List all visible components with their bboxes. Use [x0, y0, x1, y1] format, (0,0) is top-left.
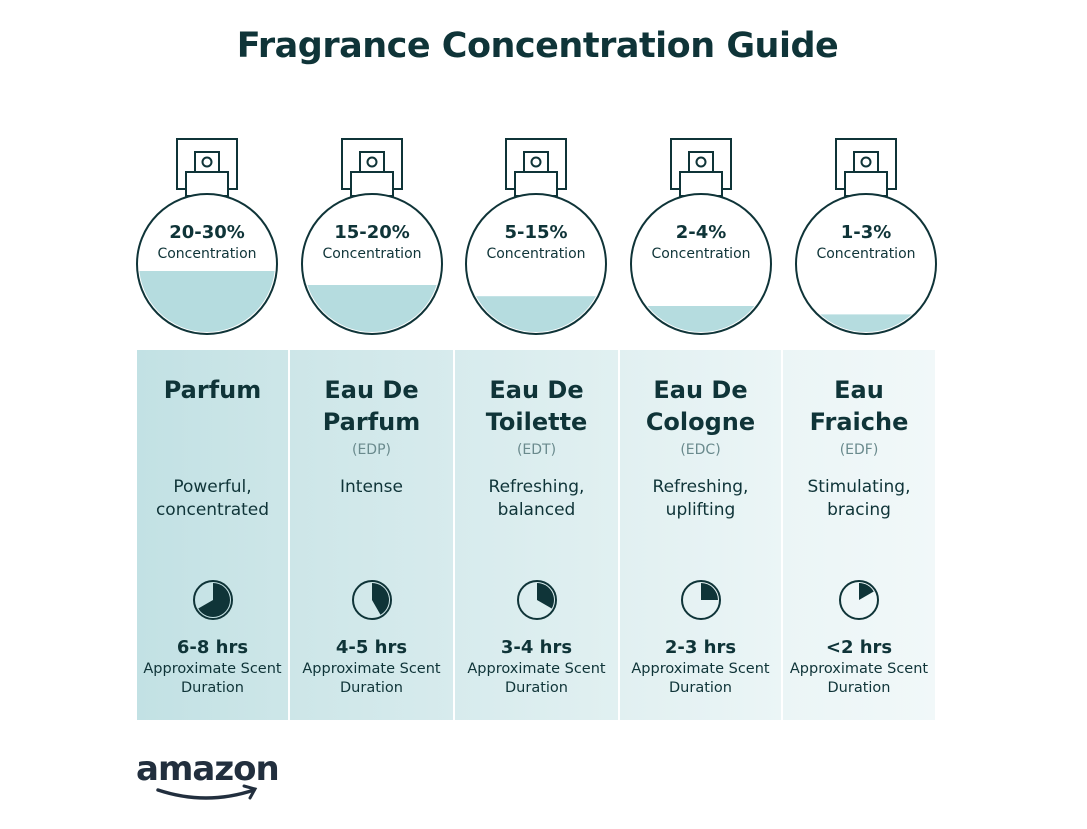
duration-label: Approximate Scent Duration — [467, 661, 606, 696]
clock-icon — [680, 580, 721, 620]
concentration-label: Concentration — [157, 246, 257, 262]
fragrance-column: Eau De Parfum (EDP) Intense 4-5 hrs Appr… — [290, 350, 453, 720]
bottle: 5-15% Concentration — [454, 130, 618, 340]
fragrance-column: Eau Fraiche (EDF) Stimulating, bracing <… — [783, 350, 935, 720]
duration-value: 2-3 hrs — [664, 637, 737, 658]
fragrance-column: Eau De Cologne (EDC) Refreshing, uplifti… — [620, 350, 781, 720]
bottle-icon — [301, 138, 443, 335]
concentration-value: 20-30% — [169, 222, 245, 243]
fragrance-name: Eau De Cologne — [645, 376, 756, 436]
clock-icon — [516, 580, 557, 620]
fragrance-column: Eau De Toilette (EDT) Refreshing, balanc… — [455, 350, 618, 720]
bottle-icon — [465, 138, 607, 335]
fragrance-abbr: (EDF) — [839, 442, 879, 458]
bottle: 20-30% Concentration — [125, 130, 289, 340]
bottle: 1-3% Concentration — [784, 130, 948, 340]
clock-fill — [197, 583, 230, 617]
fragrance-description: Refreshing, uplifting — [652, 477, 749, 520]
concentration-value: 5-15% — [504, 222, 568, 243]
liquid-fill — [304, 285, 440, 332]
bottle-icon — [795, 138, 937, 335]
fragrance-name: Parfum — [163, 376, 262, 404]
liquid-fill — [468, 296, 604, 332]
concentration-label: Concentration — [816, 246, 916, 262]
fragrance-column: Parfum Powerful, concentrated 6-8 hrs Ap… — [137, 350, 288, 720]
fragrance-description: Intense — [339, 477, 403, 497]
fragrance-description: Stimulating, bracing — [807, 477, 911, 520]
fragrance-name: Eau Fraiche — [809, 376, 909, 436]
duration-label: Approximate Scent Duration — [789, 661, 929, 696]
svg-text:amazon: amazon — [136, 749, 279, 789]
duration-label: Approximate Scent Duration — [631, 661, 770, 696]
bottle: 15-20% Concentration — [290, 130, 454, 340]
concentration-label: Concentration — [322, 246, 422, 262]
page-title: Fragrance Concentration Guide — [236, 26, 839, 66]
fragrance-name: Eau De Toilette — [485, 376, 588, 436]
amazon-logo: amazon — [136, 749, 280, 800]
concentration-value: 2-4% — [675, 222, 727, 243]
clock-icon — [192, 580, 233, 620]
duration-label: Approximate Scent Duration — [302, 661, 441, 696]
clock-fill — [536, 583, 554, 609]
duration-value: 4-5 hrs — [335, 637, 408, 658]
fragrance-abbr: (EDC) — [680, 442, 721, 458]
duration-value: 6-8 hrs — [176, 637, 249, 658]
duration-value: <2 hrs — [825, 637, 893, 658]
concentration-label: Concentration — [486, 246, 586, 262]
fragrance-abbr: (EDP) — [352, 442, 391, 458]
fragrance-abbr: (EDT) — [516, 442, 557, 458]
clock-fill — [371, 583, 389, 615]
liquid-fill — [798, 314, 934, 332]
clock-icon — [839, 580, 879, 620]
duration-label: Approximate Scent Duration — [143, 661, 282, 696]
clock-fill — [700, 583, 718, 600]
concentration-value: 15-20% — [334, 222, 410, 243]
concentration-label: Concentration — [651, 246, 751, 262]
duration-value: 3-4 hrs — [500, 637, 573, 658]
fragrance-description: Powerful, concentrated — [155, 477, 270, 520]
fragrance-description: Refreshing, balanced — [488, 477, 585, 520]
clock-fill — [859, 583, 874, 600]
clock-icon — [351, 580, 392, 620]
bottle-icon — [630, 138, 772, 335]
concentration-value: 1-3% — [840, 222, 892, 243]
bottle: 2-4% Concentration — [619, 130, 783, 340]
liquid-fill — [139, 271, 275, 332]
bottle-icon — [136, 138, 278, 335]
fragrance-name: Eau De Parfum — [322, 376, 421, 436]
